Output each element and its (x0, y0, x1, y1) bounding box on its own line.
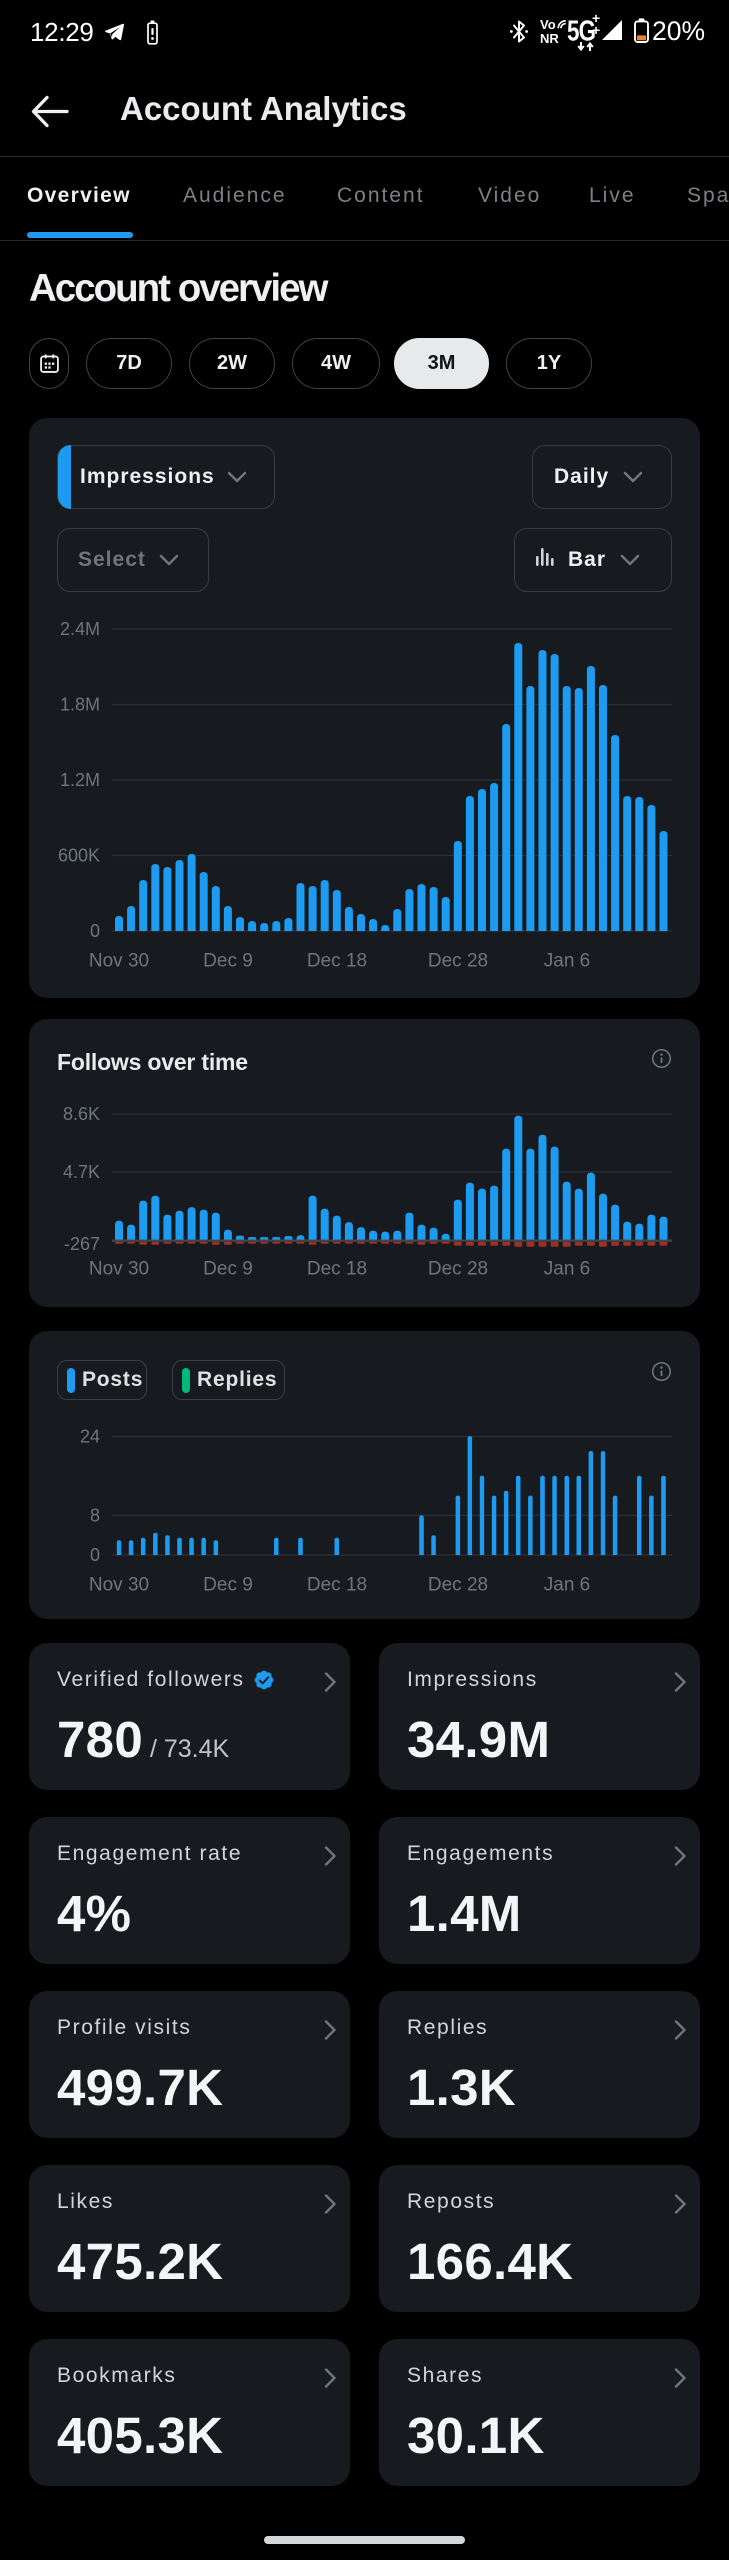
svg-text:Jan 6: Jan 6 (544, 951, 590, 972)
svg-text:Dec 28: Dec 28 (428, 1259, 488, 1280)
svg-text:Dec 9: Dec 9 (203, 951, 253, 972)
svg-text:2.4M: 2.4M (60, 619, 100, 639)
svg-text:600K: 600K (58, 846, 100, 866)
svg-text:Dec 18: Dec 18 (307, 951, 367, 972)
svg-text:4.7K: 4.7K (63, 1162, 100, 1182)
svg-text:1.8M: 1.8M (60, 695, 100, 715)
svg-text:Dec 18: Dec 18 (307, 1575, 367, 1596)
svg-text:Nov 30: Nov 30 (89, 1575, 149, 1596)
svg-text:8.6K: 8.6K (63, 1104, 100, 1124)
svg-text:0: 0 (90, 1545, 100, 1565)
svg-text:Dec 28: Dec 28 (428, 951, 488, 972)
svg-text:Jan 6: Jan 6 (544, 1575, 590, 1596)
svg-text:Nov 30: Nov 30 (89, 1259, 149, 1280)
svg-text:1.2M: 1.2M (60, 770, 100, 790)
svg-text:8: 8 (90, 1505, 100, 1525)
svg-text:Nov 30: Nov 30 (89, 951, 149, 972)
svg-text:Dec 18: Dec 18 (307, 1259, 367, 1280)
svg-text:-267: -267 (64, 1234, 100, 1254)
svg-text:Dec 9: Dec 9 (203, 1259, 253, 1280)
svg-text:Dec 9: Dec 9 (203, 1575, 253, 1596)
svg-text:0: 0 (90, 921, 100, 941)
svg-text:Dec 28: Dec 28 (428, 1575, 488, 1596)
svg-text:24: 24 (80, 1427, 100, 1447)
svg-text:Jan 6: Jan 6 (544, 1259, 590, 1280)
